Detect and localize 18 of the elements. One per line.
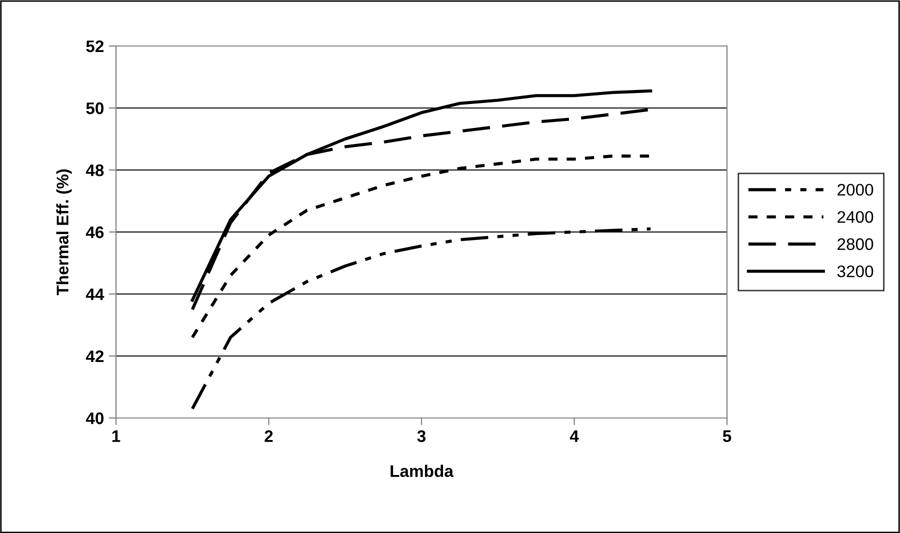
y-tick-label: 48	[86, 164, 104, 176]
x-tick-label: 5	[722, 430, 732, 442]
y-tick-label: 52	[86, 40, 104, 52]
y-tick-label: 46	[86, 226, 104, 238]
x-tick-label: 1	[112, 430, 120, 442]
legend-label: 2000	[838, 184, 874, 196]
x-tick-label: 3	[417, 430, 426, 442]
x-tick-label: 2	[264, 430, 273, 442]
y-axis-title: Thermal Eff. (%)	[56, 169, 72, 296]
x-tick-label: 4	[570, 430, 579, 442]
y-tick-label: 50	[86, 102, 104, 114]
legend-label: 3200	[837, 265, 874, 278]
y-tick-label: 40	[86, 412, 104, 424]
legend-label: 2400	[838, 211, 874, 223]
y-tick-label: 42	[86, 350, 104, 362]
y-tick-label: 44	[86, 288, 104, 300]
x-axis-title: Lambda	[390, 464, 454, 478]
legend-label: 2800	[838, 238, 874, 250]
